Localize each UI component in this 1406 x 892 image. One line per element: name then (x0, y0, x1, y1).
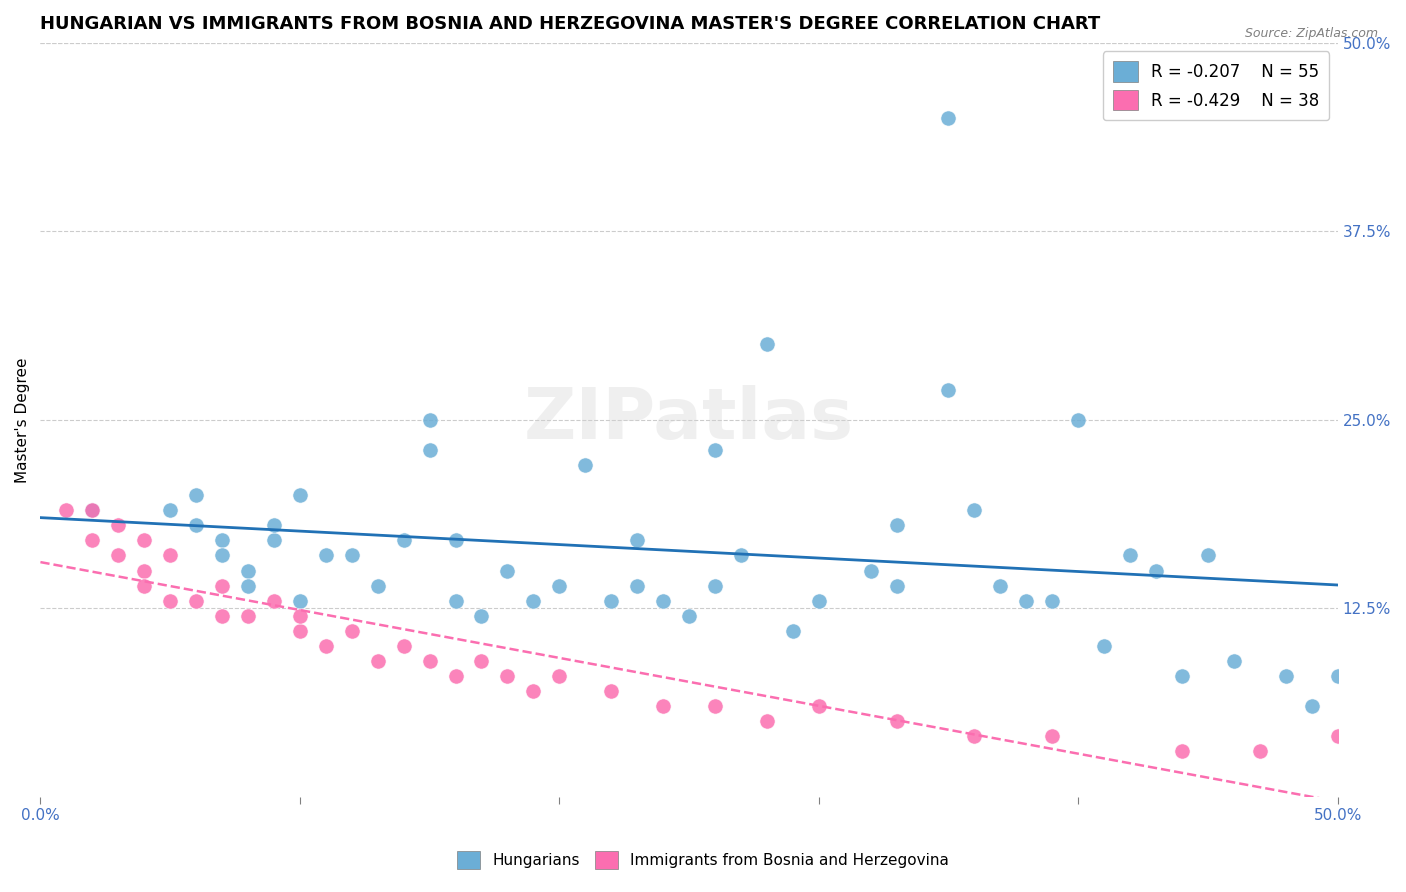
Immigrants from Bosnia and Herzegovina (134, 564, 156, 578)
Immigrants from Bosnia and Herzegovina (470, 654, 492, 668)
Immigrants from Bosnia and Herzegovina (134, 533, 156, 548)
Immigrants from Bosnia and Herzegovina (236, 608, 259, 623)
Hungarians (419, 413, 441, 427)
Hungarians (938, 112, 960, 126)
Hungarians (600, 593, 623, 607)
Hungarians (288, 593, 311, 607)
Hungarians (652, 593, 675, 607)
Immigrants from Bosnia and Herzegovina (392, 639, 415, 653)
Hungarians (184, 518, 207, 533)
Hungarians (626, 533, 648, 548)
Immigrants from Bosnia and Herzegovina (107, 518, 129, 533)
Hungarians (340, 549, 363, 563)
Hungarians (263, 518, 285, 533)
Hungarians (419, 442, 441, 457)
Immigrants from Bosnia and Herzegovina (755, 714, 778, 729)
Immigrants from Bosnia and Herzegovina (496, 669, 519, 683)
Hungarians (626, 579, 648, 593)
Hungarians (755, 337, 778, 351)
Hungarians (574, 458, 596, 472)
Hungarians (367, 579, 389, 593)
Immigrants from Bosnia and Herzegovina (263, 593, 285, 607)
Hungarians (988, 579, 1011, 593)
Immigrants from Bosnia and Herzegovina (548, 669, 571, 683)
Hungarians (82, 503, 104, 517)
Hungarians (496, 564, 519, 578)
Immigrants from Bosnia and Herzegovina (704, 699, 727, 714)
Immigrants from Bosnia and Herzegovina (82, 533, 104, 548)
Hungarians (938, 383, 960, 397)
Immigrants from Bosnia and Herzegovina (288, 608, 311, 623)
Hungarians (184, 488, 207, 502)
Hungarians (236, 579, 259, 593)
Hungarians (1301, 699, 1323, 714)
Hungarians (807, 593, 830, 607)
Hungarians (730, 549, 752, 563)
Immigrants from Bosnia and Herzegovina (288, 624, 311, 638)
Immigrants from Bosnia and Herzegovina (522, 684, 544, 698)
Immigrants from Bosnia and Herzegovina (807, 699, 830, 714)
Hungarians (1171, 669, 1194, 683)
Hungarians (1015, 593, 1038, 607)
Hungarians (1040, 593, 1063, 607)
Immigrants from Bosnia and Herzegovina (107, 549, 129, 563)
Hungarians (678, 608, 700, 623)
Text: HUNGARIAN VS IMMIGRANTS FROM BOSNIA AND HERZEGOVINA MASTER'S DEGREE CORRELATION : HUNGARIAN VS IMMIGRANTS FROM BOSNIA AND … (41, 15, 1101, 33)
Hungarians (886, 579, 908, 593)
Hungarians (859, 564, 882, 578)
Hungarians (1144, 564, 1167, 578)
Y-axis label: Master's Degree: Master's Degree (15, 357, 30, 483)
Hungarians (1092, 639, 1115, 653)
Text: ZIPatlas: ZIPatlas (524, 385, 853, 454)
Immigrants from Bosnia and Herzegovina (652, 699, 675, 714)
Hungarians (315, 549, 337, 563)
Legend: Hungarians, Immigrants from Bosnia and Herzegovina: Hungarians, Immigrants from Bosnia and H… (451, 845, 955, 875)
Immigrants from Bosnia and Herzegovina (963, 730, 986, 744)
Hungarians (470, 608, 492, 623)
Immigrants from Bosnia and Herzegovina (82, 503, 104, 517)
Immigrants from Bosnia and Herzegovina (367, 654, 389, 668)
Hungarians (444, 593, 467, 607)
Hungarians (1067, 413, 1090, 427)
Hungarians (1223, 654, 1246, 668)
Immigrants from Bosnia and Herzegovina (184, 593, 207, 607)
Immigrants from Bosnia and Herzegovina (1040, 730, 1063, 744)
Immigrants from Bosnia and Herzegovina (134, 579, 156, 593)
Immigrants from Bosnia and Herzegovina (55, 503, 77, 517)
Hungarians (782, 624, 804, 638)
Immigrants from Bosnia and Herzegovina (886, 714, 908, 729)
Hungarians (392, 533, 415, 548)
Immigrants from Bosnia and Herzegovina (211, 608, 233, 623)
Hungarians (444, 533, 467, 548)
Hungarians (1197, 549, 1219, 563)
Text: Source: ZipAtlas.com: Source: ZipAtlas.com (1244, 27, 1378, 40)
Hungarians (236, 564, 259, 578)
Immigrants from Bosnia and Herzegovina (600, 684, 623, 698)
Hungarians (211, 549, 233, 563)
Hungarians (263, 533, 285, 548)
Hungarians (288, 488, 311, 502)
Hungarians (886, 518, 908, 533)
Legend: R = -0.207    N = 55, R = -0.429    N = 38: R = -0.207 N = 55, R = -0.429 N = 38 (1102, 51, 1329, 120)
Hungarians (211, 533, 233, 548)
Hungarians (704, 442, 727, 457)
Immigrants from Bosnia and Herzegovina (444, 669, 467, 683)
Hungarians (963, 503, 986, 517)
Immigrants from Bosnia and Herzegovina (159, 593, 181, 607)
Immigrants from Bosnia and Herzegovina (211, 579, 233, 593)
Hungarians (522, 593, 544, 607)
Hungarians (1326, 669, 1348, 683)
Hungarians (1274, 669, 1296, 683)
Hungarians (704, 579, 727, 593)
Immigrants from Bosnia and Herzegovina (340, 624, 363, 638)
Immigrants from Bosnia and Herzegovina (419, 654, 441, 668)
Hungarians (548, 579, 571, 593)
Hungarians (1119, 549, 1142, 563)
Immigrants from Bosnia and Herzegovina (1171, 744, 1194, 758)
Immigrants from Bosnia and Herzegovina (315, 639, 337, 653)
Immigrants from Bosnia and Herzegovina (1326, 730, 1348, 744)
Hungarians (159, 503, 181, 517)
Immigrants from Bosnia and Herzegovina (1249, 744, 1271, 758)
Immigrants from Bosnia and Herzegovina (159, 549, 181, 563)
